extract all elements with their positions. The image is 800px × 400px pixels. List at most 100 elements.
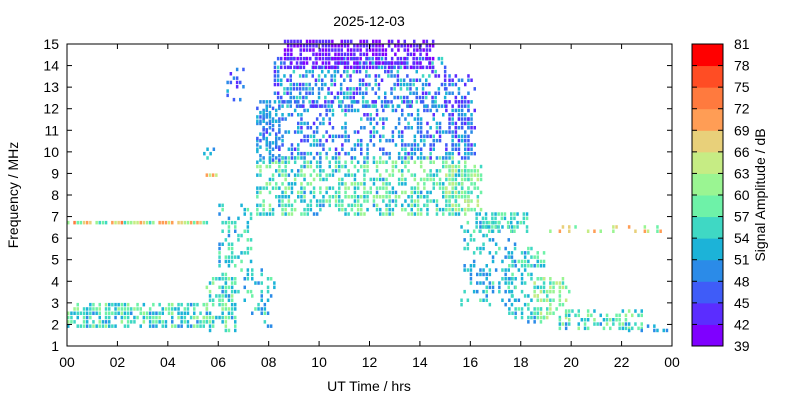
heatmap-cell [186,307,190,311]
heatmap-cell [243,298,246,302]
heatmap-cell [321,78,324,82]
heatmap-cell [454,121,458,126]
heatmap-cell [353,199,357,203]
heatmap-cell [394,61,397,65]
heatmap-cell [290,169,294,173]
heatmap-cell [295,82,299,87]
heatmap-cell [451,104,454,108]
heatmap-cell [275,141,278,145]
heatmap-cell [79,324,83,328]
heatmap-cell [286,44,290,48]
heatmap-cell [421,87,425,91]
heatmap-cell [265,128,268,132]
heatmap-cell [618,322,621,326]
heatmap-cell [542,298,546,302]
heatmap-cell [76,220,79,225]
heatmap-cell [262,119,265,123]
heatmap-cell [256,212,259,216]
heatmap-cell [281,160,284,164]
heatmap-cell [353,130,357,134]
heatmap-cell [457,113,461,117]
heatmap-cell [290,61,293,65]
heatmap-cell [401,182,404,186]
heatmap-cell [399,56,403,61]
heatmap-cell [460,121,464,126]
heatmap-cell [334,190,338,195]
heatmap-cell [378,48,381,52]
heatmap-cell [111,324,114,328]
heatmap-cell [319,203,322,208]
heatmap-cell [448,164,451,169]
heatmap-cell [624,313,628,318]
heatmap-cell [454,169,458,173]
heatmap-cell [158,302,161,307]
heatmap-cell [259,121,262,126]
heatmap-cell [457,100,461,104]
heatmap-cell [464,173,467,177]
heatmap-cell [337,44,340,48]
heatmap-cell [360,151,363,156]
heatmap-cell [259,173,262,177]
heatmap-cell [401,160,404,164]
heatmap-cell [317,74,321,78]
heatmap-cell [126,320,130,324]
heatmap-cell [322,195,325,199]
heatmap-cell [410,212,413,216]
heatmap-cell [281,195,284,199]
heatmap-cell [321,65,324,70]
heatmap-cell [445,199,448,203]
heatmap-cell [240,268,243,272]
heatmap-cell [199,320,202,324]
heatmap-cell [504,246,507,251]
heatmap-cell [561,322,565,326]
heatmap-cell [451,113,454,117]
heatmap-cell [363,190,366,195]
heatmap-cell [234,277,237,281]
heatmap-cell [467,147,470,151]
heatmap-cell [289,65,292,70]
heatmap-cell [297,113,300,117]
heatmap-cell [539,311,543,315]
heatmap-cell [142,320,146,324]
heatmap-cell [321,104,324,108]
colorbar-band [692,151,723,174]
heatmap-cell [230,251,234,255]
heatmap-cell [268,212,272,216]
heatmap-cell [432,117,435,121]
heatmap-cell [410,190,413,195]
heatmap-cell [460,104,464,108]
heatmap-cell [133,320,136,324]
heatmap-cell [508,307,511,311]
heatmap-cell [114,307,117,311]
heatmap-cell [533,315,536,320]
heatmap-cell [346,39,350,44]
heatmap-cell [435,108,439,113]
heatmap-cell [366,156,369,160]
heatmap-cell [467,126,470,130]
heatmap-cell [366,207,369,212]
heatmap-cell [117,307,120,311]
heatmap-cell [555,307,558,311]
heatmap-cell [438,134,442,139]
heatmap-cell [331,169,335,173]
heatmap-cell [365,44,369,48]
heatmap-cell [372,134,376,139]
y-tick-label: 7 [51,209,59,225]
heatmap-cell [391,199,395,203]
heatmap-cell [227,229,231,233]
heatmap-cell [393,74,396,78]
heatmap-cell [136,220,139,225]
heatmap-cell [503,216,507,221]
heatmap-cell [82,307,86,311]
heatmap-cell [382,151,385,156]
heatmap-cell [416,190,420,195]
heatmap-cell [365,65,369,70]
heatmap-cell [621,309,625,313]
heatmap-cell [290,147,294,151]
heatmap-cell [339,87,343,91]
heatmap-cell [293,160,297,164]
heatmap-cell [239,97,242,102]
heatmap-cell [391,134,395,139]
heatmap-cell [397,117,401,121]
heatmap-cell [300,104,303,108]
